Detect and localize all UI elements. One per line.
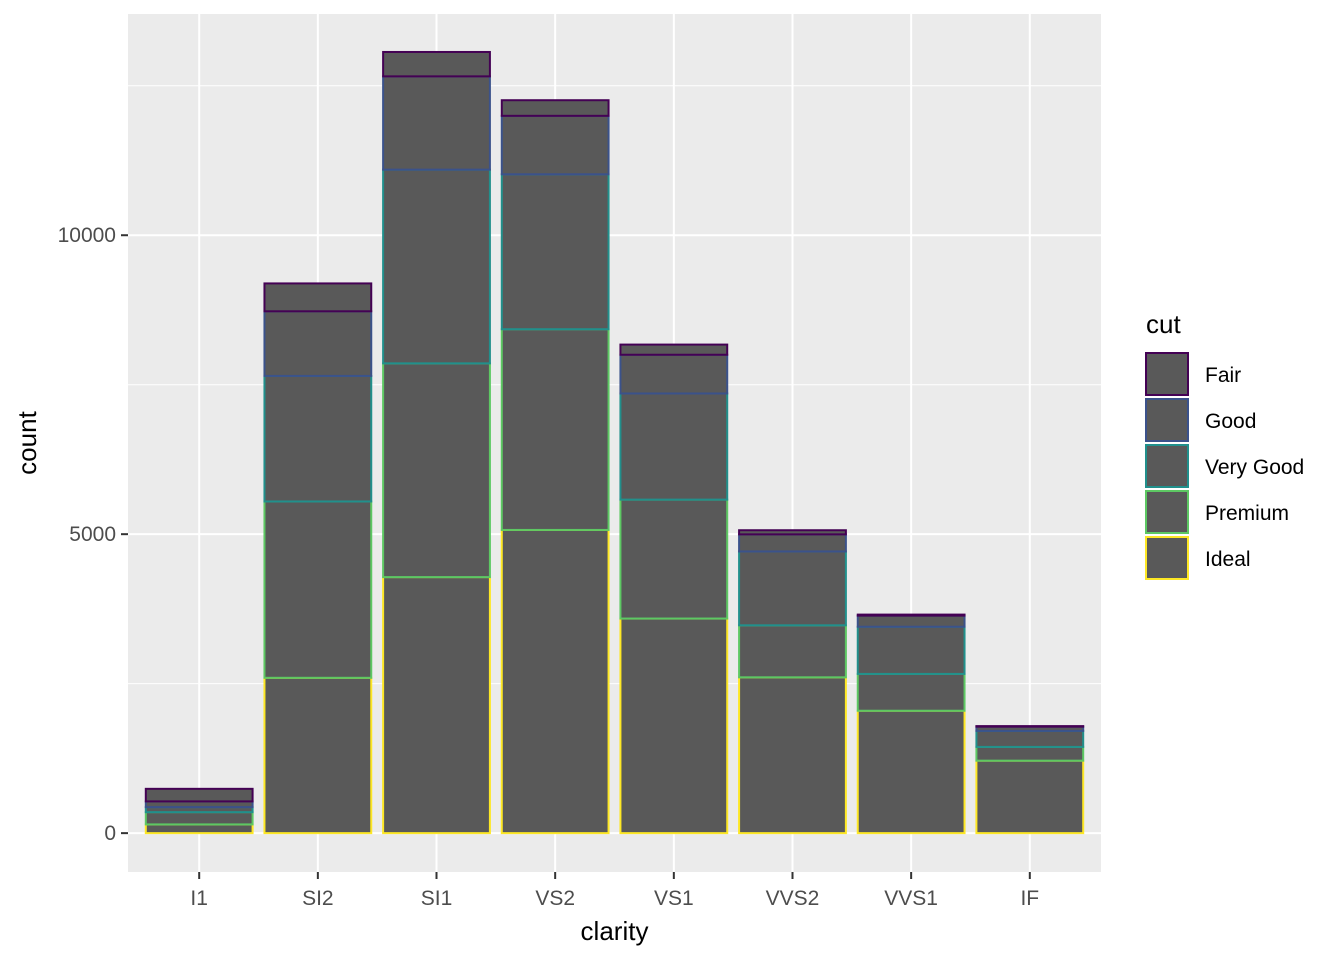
- bar-segment-vs2-premium: [500, 328, 610, 531]
- bar-segment-vs2-good: [500, 114, 610, 176]
- bar-segment-i1-premium: [144, 811, 254, 826]
- x-tick-label: VVS1: [884, 887, 938, 910]
- bar-segment-vvs1-fair: [856, 613, 966, 617]
- bar-segment-vvs2-good: [738, 533, 847, 553]
- legend-label: Ideal: [1205, 548, 1251, 571]
- bar-segment-vvs2-fair: [738, 529, 847, 536]
- y-axis: 0 5000 10000: [58, 224, 128, 845]
- y-axis-title: count: [12, 410, 42, 474]
- y-tick-label: 10000: [58, 224, 116, 247]
- legend-title: cut: [1146, 309, 1181, 339]
- bar-segment-si1-fair: [382, 50, 491, 78]
- bar-segment-si1-ideal: [382, 576, 491, 835]
- bar-segment-vs1-ideal: [619, 617, 729, 835]
- bar-segment-vvs2-premium: [738, 624, 847, 679]
- bar-segment-vs1-very-good: [619, 392, 729, 501]
- legend-key-ideal: [1145, 536, 1189, 580]
- bar-segment-si2-very-good: [263, 374, 373, 503]
- legend-label: Good: [1205, 410, 1256, 433]
- bar-segment-si2-good: [263, 310, 373, 377]
- bar-segment-si1-very-good: [382, 168, 491, 365]
- bar-segment-vvs1-ideal: [856, 709, 966, 835]
- bar-segment-if-fair: [975, 725, 1085, 728]
- bar-segment-si2-premium: [263, 500, 373, 679]
- bar-segment-vvs1-premium: [856, 672, 966, 712]
- legend-label: Fair: [1205, 364, 1241, 387]
- bar-segment-vs2-ideal: [500, 528, 610, 835]
- legend: cut Fair Good Very Good Premium Ideal: [1145, 309, 1304, 580]
- bar-segment-vs1-fair: [619, 343, 729, 356]
- x-tick-label: SI2: [302, 887, 334, 910]
- bar-segment-si2-ideal: [263, 676, 373, 835]
- legend-key-good: [1145, 398, 1189, 442]
- bar-segment-vs2-fair: [500, 99, 610, 117]
- bar-segment-vvs1-very-good: [856, 625, 966, 675]
- bar-segment-if-premium: [975, 745, 1085, 762]
- x-tick-label: I1: [190, 887, 208, 910]
- x-tick-label: VS1: [654, 887, 694, 910]
- bars: [144, 50, 1085, 835]
- bar-segment-vs2-very-good: [500, 173, 610, 331]
- bar-segment-vs1-good: [619, 353, 729, 395]
- bar-segment-if-very-good: [975, 729, 1085, 748]
- x-tick-label: VVS2: [766, 887, 820, 910]
- legend-label: Very Good: [1205, 456, 1304, 479]
- x-axis-title: clarity: [581, 916, 649, 946]
- bar-segment-si2-fair: [263, 282, 373, 313]
- bar-segment-vvs2-very-good: [738, 550, 847, 627]
- legend-label: Premium: [1205, 502, 1289, 525]
- bar-segment-vs1-premium: [619, 498, 729, 620]
- y-tick-label: 0: [104, 822, 116, 845]
- bar-segment-if-ideal: [975, 759, 1085, 835]
- bar-segment-si1-good: [382, 75, 491, 171]
- bar-segment-si1-premium: [382, 362, 491, 579]
- legend-key-premium: [1145, 490, 1189, 534]
- x-tick-label: SI1: [421, 887, 453, 910]
- x-axis: I1 SI2 SI1 VS2 VS1 VVS2 VVS1 IF: [190, 872, 1039, 910]
- bar-segment-i1-ideal: [144, 823, 254, 835]
- x-tick-label: IF: [1020, 887, 1039, 910]
- legend-key-very-good: [1145, 444, 1189, 488]
- legend-key-fair: [1145, 352, 1189, 396]
- x-tick-label: VS2: [535, 887, 575, 910]
- bar-segment-i1-fair: [144, 787, 254, 803]
- y-tick-label: 5000: [69, 523, 116, 546]
- bar-segment-vvs2-ideal: [738, 676, 847, 835]
- bar-segment-vvs1-good: [856, 614, 966, 628]
